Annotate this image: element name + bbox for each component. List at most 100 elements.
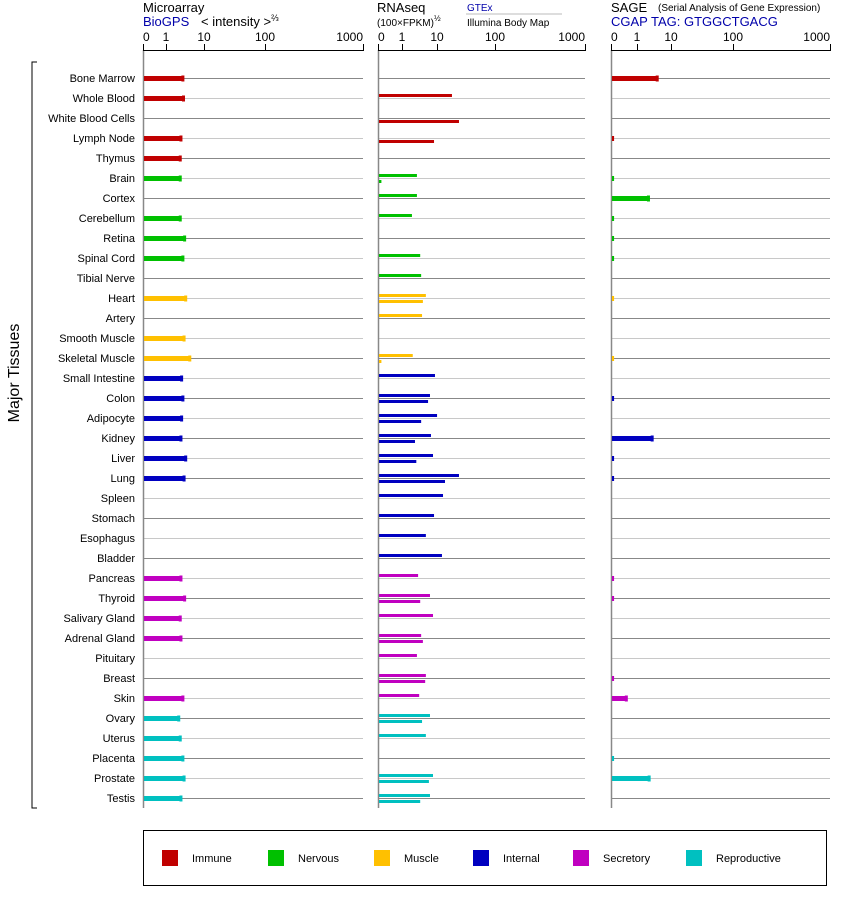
microarray-bar-spinal-cord[interactable] [144,256,184,261]
sage-bar-retina[interactable] [612,236,615,241]
microarray-bar-liver[interactable] [144,456,187,461]
rnaseq_gtex-bar-cerebellum[interactable] [379,214,412,217]
microarray-bar-adrenal-gland[interactable] [144,636,182,641]
rnaseq_gtex-bar-prostate[interactable] [379,774,434,777]
rnaseq_illumina-bar-brain[interactable] [379,180,382,183]
rnaseq_gtex-bar-thyroid[interactable] [379,594,430,597]
microarray-bar-skin[interactable] [144,696,184,701]
microarray-bar-thyroid[interactable] [144,596,186,601]
rnaseq_gtex-bar-brain[interactable] [379,174,417,177]
rnaseq_gtex-bar-artery[interactable] [379,314,423,317]
rnaseq_illumina-bar-white-blood-cells[interactable] [379,120,459,123]
rnaseq_gtex-bar-pituitary[interactable] [379,654,417,657]
tissue-label: Salivary Gland [63,613,135,625]
sage-bar-skeletal-muscle[interactable] [612,356,615,361]
rnaseq_gtex-bar-small-intestine[interactable] [379,374,435,377]
microarray-bar-kidney[interactable] [144,436,182,441]
microarray-bar-lymph-node[interactable] [144,136,182,141]
rnaseq_gtex-bar-ovary[interactable] [379,714,430,717]
microarray-bar-testis[interactable] [144,796,182,801]
sage-bar-kidney[interactable] [612,436,653,441]
rnaseq_illumina-bar-lymph-node[interactable] [379,140,435,143]
microarray-bar-lung[interactable] [144,476,185,481]
sage-bar-bone-marrow[interactable] [612,76,658,81]
rnaseq_illumina-bar-testis[interactable] [379,800,421,803]
rnaseq_illumina-bar-lung[interactable] [379,480,445,483]
rnaseq_illumina-bar-adrenal-gland[interactable] [379,640,423,643]
rnaseq_gtex-bar-esophagus[interactable] [379,534,426,537]
rnaseq_illumina-bar-heart[interactable] [379,300,423,303]
rnaseq_gtex-bar-skin[interactable] [379,694,420,697]
biogps-link[interactable]: BioGPS [143,14,190,29]
microarray-bar-bone-marrow[interactable] [144,76,184,81]
sage-bar-prostate[interactable] [612,776,650,781]
microarray-bar-whole-blood[interactable] [144,96,184,101]
sage-bar-placenta[interactable] [612,756,615,761]
rnaseq_gtex-bar-spinal-cord[interactable] [379,254,421,257]
rnaseq_illumina-bar-liver[interactable] [379,460,417,463]
microarray-bar-thymus[interactable] [144,156,181,161]
microarray-bar-colon[interactable] [144,396,184,401]
rnaseq_gtex-bar-testis[interactable] [379,794,430,797]
sage-bar-cortex[interactable] [612,196,649,201]
rnaseq_gtex-bar-skeletal-muscle[interactable] [379,354,413,357]
sage-bar-cerebellum[interactable] [612,216,615,221]
rnaseq_illumina-bar-skeletal-muscle[interactable] [379,360,382,363]
rnaseq_gtex-bar-adrenal-gland[interactable] [379,634,422,637]
rnaseq_gtex-bar-kidney[interactable] [379,434,431,437]
rnaseq_gtex-bar-colon[interactable] [379,394,430,397]
cgap-tag-link[interactable]: CGAP TAG: GTGGCTGACG [611,14,778,29]
microarray-bar-placenta[interactable] [144,756,184,761]
sage-bar-liver[interactable] [612,456,615,461]
rnaseq_illumina-bar-prostate[interactable] [379,780,429,783]
rnaseq_gtex-bar-whole-blood[interactable] [379,94,452,97]
sage-bar-colon[interactable] [612,396,615,401]
rnaseq_gtex-bar-heart[interactable] [379,294,426,297]
sage-bar-pancreas[interactable] [612,576,615,581]
bar-end-cap [179,135,183,142]
rnaseq_gtex-bar-salivary-gland[interactable] [379,614,434,617]
microarray-bar-uterus[interactable] [144,736,181,741]
rnaseq_gtex-bar-uterus[interactable] [379,734,426,737]
rnaseq_illumina-bar-breast[interactable] [379,680,426,683]
sage-bar-spinal-cord[interactable] [612,256,615,261]
microarray-bar-salivary-gland[interactable] [144,616,181,621]
rnaseq_gtex-bar-breast[interactable] [379,674,426,677]
microarray-bar-brain[interactable] [144,176,181,181]
microarray-bar-smooth-muscle[interactable] [144,336,185,341]
rnaseq_illumina-bar-adipocyte[interactable] [379,420,422,423]
rnaseq_gtex-bar-adipocyte[interactable] [379,414,438,417]
rnaseq_illumina-bar-ovary[interactable] [379,720,423,723]
sage-bar-thyroid[interactable] [612,596,615,601]
rnaseq_gtex-bar-stomach[interactable] [379,514,435,517]
rnaseq_gtex-bar-liver[interactable] [379,454,434,457]
sage-bar-breast[interactable] [612,676,615,681]
microarray-bar-retina[interactable] [144,236,186,241]
microarray-bar-cerebellum[interactable] [144,216,181,221]
sage-bar-brain[interactable] [612,176,615,181]
microarray-bar-adipocyte[interactable] [144,416,183,421]
rnaseq_gtex-bar-tibial-nerve[interactable] [379,274,422,277]
rnaseq_gtex-bar-spleen[interactable] [379,494,444,497]
rnaseq_illumina-bar-thyroid[interactable] [379,600,421,603]
sage-bar-lung[interactable] [612,476,615,481]
rnaseq_gtex-bar-cortex[interactable] [379,194,417,197]
gtex-link[interactable]: GTEx [467,3,493,14]
x-tick-label: 1 [399,30,406,44]
microarray-bar-skeletal-muscle[interactable] [144,356,191,361]
microarray-bar-prostate[interactable] [144,776,185,781]
rnaseq_gtex-bar-pancreas[interactable] [379,574,419,577]
microarray-bar-small-intestine[interactable] [144,376,183,381]
rnaseq_illumina-bar-colon[interactable] [379,400,429,403]
microarray-bar-pancreas[interactable] [144,576,182,581]
sage-bar-lymph-node[interactable] [612,136,615,141]
sage-bar-skin[interactable] [612,696,627,701]
rnaseq_gtex-bar-lung[interactable] [379,474,459,477]
rnaseq_gtex-bar-bladder[interactable] [379,554,442,557]
tissue-label: Smooth Muscle [59,333,135,345]
sage-bar-heart[interactable] [612,296,615,301]
microarray-bar-ovary[interactable] [144,716,180,721]
rnaseq_illumina-bar-kidney[interactable] [379,440,415,443]
microarray-bar-heart[interactable] [144,296,187,301]
